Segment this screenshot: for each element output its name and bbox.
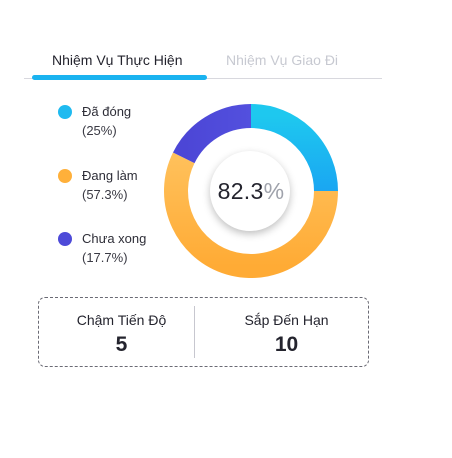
legend-percent-not-done: (17.7%) — [82, 250, 128, 265]
donut-segment-in-progress — [164, 152, 338, 278]
stat-due-soon[interactable]: Sắp Đến Hạn 10 — [204, 298, 369, 366]
tab-assigned-by-me[interactable]: Nhiệm Vụ Giao Đi — [226, 52, 339, 68]
donut-segment-not-done — [172, 104, 252, 164]
stat-behind-schedule[interactable]: Chậm Tiến Độ 5 — [39, 298, 204, 366]
tab-assigned-to-me[interactable]: Nhiệm Vụ Thực Hiện — [52, 52, 183, 68]
donut-center-label: 82.3% — [164, 104, 338, 278]
task-stats-box: Chậm Tiến Độ 5 Sắp Đến Hạn 10 — [38, 297, 369, 367]
stats-divider — [194, 306, 195, 358]
donut-segment-done — [250, 104, 338, 192]
legend-label-not-done: Chưa xong — [82, 231, 147, 246]
legend-dot-not-done — [58, 232, 72, 246]
task-tabs: Nhiệm Vụ Thực Hiện Nhiệm Vụ Giao Đi — [24, 44, 382, 80]
legend-percent-in-progress: (57.3%) — [82, 187, 128, 202]
donut-center-value: 82.3 — [217, 177, 264, 204]
stat-behind-schedule-value: 5 — [115, 333, 128, 356]
legend-dot-done — [58, 105, 72, 119]
active-tab-indicator — [32, 75, 207, 80]
stat-due-soon-label: Sắp Đến Hạn — [244, 312, 329, 328]
legend-label-in-progress: Đang làm — [82, 168, 138, 183]
donut-svg — [164, 104, 338, 278]
legend-dot-in-progress — [58, 169, 72, 183]
donut-center-unit: % — [263, 177, 285, 204]
stat-behind-schedule-label: Chậm Tiến Độ — [76, 312, 167, 328]
legend-percent-done: (25%) — [82, 123, 117, 138]
stat-due-soon-value: 10 — [274, 333, 299, 356]
donut-center-disc — [210, 151, 290, 231]
task-donut-chart: 82.3% — [164, 104, 338, 278]
legend-label-done: Đã đóng — [82, 104, 132, 119]
